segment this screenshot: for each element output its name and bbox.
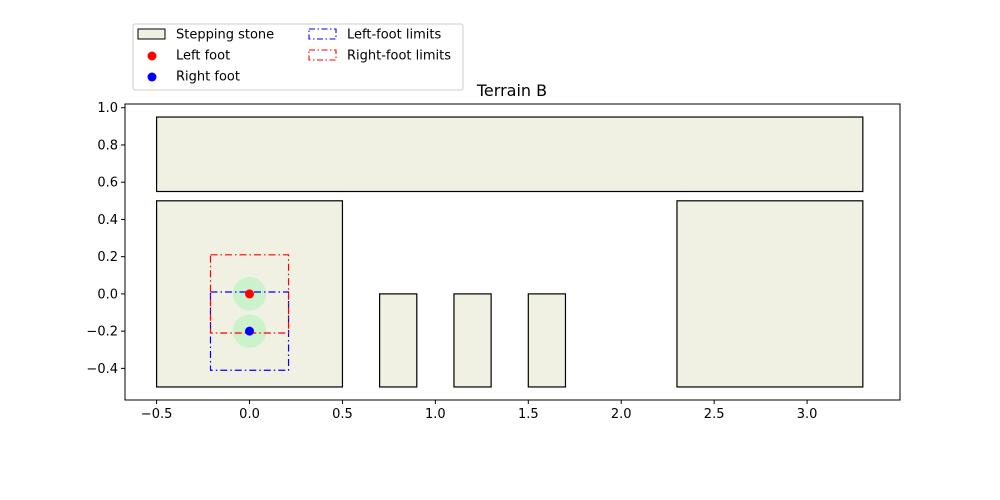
y-tick-label: 0.6 <box>97 176 118 191</box>
y-tick-label: 1.0 <box>97 101 118 116</box>
stepping-stone <box>527 293 567 388</box>
legend-label: Left-foot limits <box>347 28 441 43</box>
x-tick-label: 2.0 <box>611 407 632 422</box>
axes-frame <box>124 103 901 401</box>
legend-handle-marker <box>147 51 157 61</box>
legend-label: Stepping stone <box>176 28 274 43</box>
stepping-stone <box>379 293 418 388</box>
x-tick-label: 2.5 <box>704 407 725 422</box>
y-tick-label: −0.2 <box>86 325 118 340</box>
stepping-stone <box>453 293 492 388</box>
legend-handle-stone <box>137 28 166 40</box>
chart-title: Terrain B <box>476 81 547 100</box>
foot-marker <box>245 289 255 299</box>
legend-label: Left foot <box>176 49 230 64</box>
legend-box <box>132 23 464 91</box>
legend-label: Right foot <box>176 70 240 85</box>
plot-area <box>155 116 864 388</box>
y-tick-label: 0.2 <box>97 250 118 265</box>
y-tick-label: −0.4 <box>86 362 118 377</box>
x-tick-label: 3.0 <box>797 407 818 422</box>
x-tick-label: 0.0 <box>239 407 260 422</box>
legend-handle-marker <box>147 72 157 82</box>
legend-handle-limits <box>308 28 337 40</box>
axes: −0.5 0.0 0.5 1.0 1.5 2.0 2.5 3.0 −0.4 −0.2 0.0 0.2 0… <box>86 101 901 422</box>
legend-handle-limits <box>308 49 337 61</box>
foot-marker <box>245 326 255 336</box>
x-tick-label: −0.5 <box>141 407 173 422</box>
legend: Stepping stone Left foot Right foot Left-fo… <box>132 23 464 91</box>
x-tick-label: 1.0 <box>425 407 446 422</box>
x-tick-label: 1.5 <box>518 407 539 422</box>
stepping-stone <box>155 116 864 193</box>
legend-label: Right-foot limits <box>347 49 451 64</box>
y-tick-label: 0.4 <box>97 213 118 228</box>
y-tick-label: 0.8 <box>97 138 118 153</box>
stepping-stone <box>676 200 864 388</box>
y-tick-label: 0.0 <box>97 287 118 302</box>
x-tick-label: 0.5 <box>332 407 353 422</box>
